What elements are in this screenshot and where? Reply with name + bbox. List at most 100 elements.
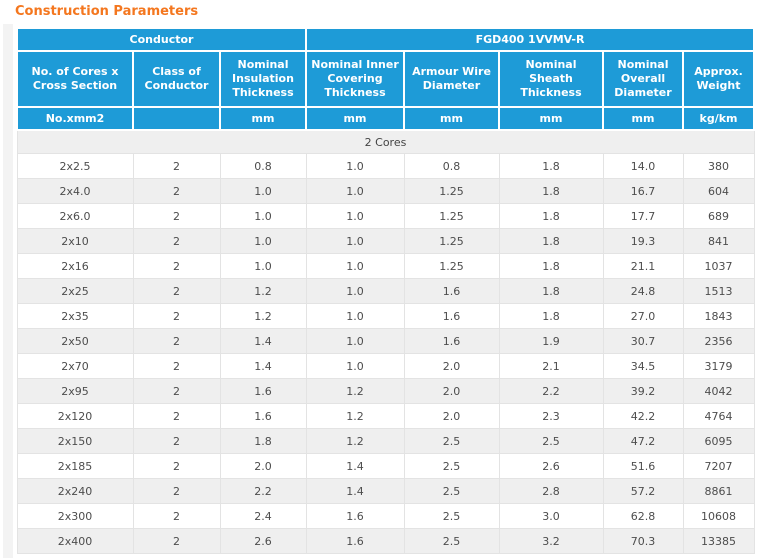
construction-parameters-table: Conductor FGD400 1VVMV-R No. of Cores x … (16, 27, 755, 554)
cell: 0.8 (403, 153, 500, 179)
cell: 2x95 (16, 378, 134, 404)
cell: 1.0 (305, 328, 405, 354)
cell: 19.3 (602, 228, 684, 254)
cell: 4764 (682, 403, 755, 429)
cell: 1.0 (305, 203, 405, 229)
cell: 51.6 (602, 453, 684, 479)
cell: 2 (132, 178, 221, 204)
cell: 1843 (682, 303, 755, 329)
cell: 24.8 (602, 278, 684, 304)
cell: 2 (132, 228, 221, 254)
cell: 1.6 (403, 278, 500, 304)
cell: 380 (682, 153, 755, 179)
cell: 2x50 (16, 328, 134, 354)
table-row: 2x150 2 1.8 1.2 2.5 2.5 47.2 6095 (16, 428, 755, 454)
cell: 2.4 (219, 503, 307, 529)
cell: 2x35 (16, 303, 134, 329)
cell: 3179 (682, 353, 755, 379)
group-header-conductor: Conductor (16, 27, 307, 52)
cell: 2.0 (403, 378, 500, 404)
cell: 2.5 (403, 453, 500, 479)
cell: 2 (132, 378, 221, 404)
cell: 7207 (682, 453, 755, 479)
table-row: 2x25 2 1.2 1.0 1.6 1.8 24.8 1513 (16, 278, 755, 304)
table-row: 2x6.0 2 1.0 1.0 1.25 1.8 17.7 689 (16, 203, 755, 229)
cell: 1.0 (219, 228, 307, 254)
table-body: 2 Cores 2x2.5 2 0.8 1.0 0.8 1.8 14.0 380 2x4.0 2 1… (16, 129, 755, 554)
cell: 1.8 (498, 278, 604, 304)
cell: 1.6 (305, 503, 405, 529)
cell: 2356 (682, 328, 755, 354)
cell: 2.0 (403, 403, 500, 429)
cell: 1.8 (498, 153, 604, 179)
cell: 1.6 (219, 378, 307, 404)
cell: 2.8 (498, 478, 604, 504)
cell: 1.4 (305, 453, 405, 479)
cell: 1.8 (498, 228, 604, 254)
cell: 34.5 (602, 353, 684, 379)
cell: 1.0 (219, 203, 307, 229)
cell: 1.2 (219, 278, 307, 304)
cell: 2.5 (403, 428, 500, 454)
cell: 1.0 (305, 303, 405, 329)
cell: 1.0 (305, 253, 405, 279)
cell: 8861 (682, 478, 755, 504)
cell: 2x300 (16, 503, 134, 529)
cell: 2 (132, 503, 221, 529)
cell: 3.0 (498, 503, 604, 529)
column-header-insulation-thickness: Nominal Insulation Thickness (219, 50, 307, 108)
cell: 4042 (682, 378, 755, 404)
column-header-overall-diameter: Nominal Overall Diameter (602, 50, 684, 108)
cell: 0.8 (219, 153, 307, 179)
cell: 16.7 (602, 178, 684, 204)
cell: 2x6.0 (16, 203, 134, 229)
cell: 2x2.5 (16, 153, 134, 179)
cell: 2x4.0 (16, 178, 134, 204)
cell: 1.0 (219, 253, 307, 279)
table-header: Conductor FGD400 1VVMV-R No. of Cores x … (16, 27, 755, 131)
cell: 2 (132, 328, 221, 354)
cell: 2 (132, 303, 221, 329)
cell: 39.2 (602, 378, 684, 404)
cell: 1.0 (219, 178, 307, 204)
cell: 1.6 (403, 303, 500, 329)
cell: 2 (132, 278, 221, 304)
units-row: No.xmm2 mm mm mm mm mm kg/km (16, 106, 755, 131)
cell: 1037 (682, 253, 755, 279)
cell: 70.3 (602, 528, 684, 554)
cell: 27.0 (602, 303, 684, 329)
column-header-approx-weight: Approx. Weight (682, 50, 755, 108)
column-header-inner-covering-thickness: Nominal Inner Covering Thickness (305, 50, 405, 108)
column-header-row: No. of Cores x Cross Section Class of Co… (16, 50, 755, 108)
column-header-sheath-thickness: Nominal Sheath Thickness (498, 50, 604, 108)
cell: 2.2 (219, 478, 307, 504)
cell: 2 (132, 453, 221, 479)
cell: 1.6 (305, 528, 405, 554)
cell: 2 (132, 428, 221, 454)
cell: 2 (132, 203, 221, 229)
cell: 1.2 (305, 403, 405, 429)
cell: 1.2 (305, 428, 405, 454)
cell: 2.3 (498, 403, 604, 429)
table-row: 2x4.0 2 1.0 1.0 1.25 1.8 16.7 604 (16, 178, 755, 204)
cell: 2x25 (16, 278, 134, 304)
cell: 2x150 (16, 428, 134, 454)
cell: 2.5 (498, 428, 604, 454)
cell: 1.0 (305, 278, 405, 304)
table-row: 2x16 2 1.0 1.0 1.25 1.8 21.1 1037 (16, 253, 755, 279)
table-row: 2x185 2 2.0 1.4 2.5 2.6 51.6 7207 (16, 453, 755, 479)
cell: 2x10 (16, 228, 134, 254)
cell: 1.25 (403, 253, 500, 279)
cell: 1.25 (403, 178, 500, 204)
unit-cell: mm (498, 106, 604, 131)
cell: 1.0 (305, 178, 405, 204)
cell: 1.0 (305, 228, 405, 254)
cell: 1.8 (498, 178, 604, 204)
cell: 1.8 (219, 428, 307, 454)
cell: 1.0 (305, 353, 405, 379)
group-header-row: Conductor FGD400 1VVMV-R (16, 27, 755, 52)
cell: 13385 (682, 528, 755, 554)
page-gutter (3, 24, 13, 558)
table-row: 2x95 2 1.6 1.2 2.0 2.2 39.2 4042 (16, 378, 755, 404)
cell: 2.5 (403, 478, 500, 504)
